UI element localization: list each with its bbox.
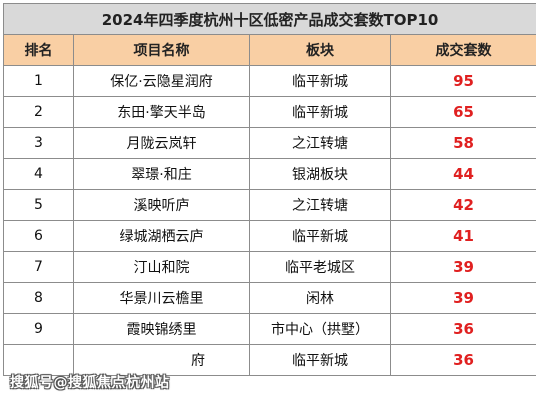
cell-block: 之江转塘 [249, 127, 391, 159]
cell-project-name: 月陇云岚轩 [73, 127, 250, 159]
cell-project-name: 霞映锦绣里 [73, 313, 250, 345]
table-row: 1 保亿·云隐星润府 临平新城 95 [3, 65, 536, 97]
cell-deal-count: 58 [389, 127, 536, 159]
cell-project-name: 翠璟·和庄 [73, 158, 250, 190]
cell-deal-count: 36 [389, 344, 536, 376]
table-row: 7 汀山和院 临平老城区 39 [3, 251, 536, 283]
cell-rank [3, 344, 74, 376]
cell-project-name: 绿城湖栖云庐 [73, 220, 250, 252]
table-row: 府 临平新城 36 [3, 344, 536, 376]
cell-project-name: 保亿·云隐星润府 [73, 65, 250, 97]
table-title-row: 2024年四季度杭州十区低密产品成交套数TOP10 [3, 3, 536, 35]
cell-block: 银湖板块 [249, 158, 391, 190]
cell-project-name: 华景川云檐里 [73, 282, 250, 314]
cell-deal-count: 65 [389, 96, 536, 128]
cell-deal-count: 39 [389, 251, 536, 283]
watermark-text: 搜狐号@搜狐焦点杭州站 [10, 375, 170, 391]
cell-block: 临平新城 [249, 344, 391, 376]
cell-rank: 8 [3, 282, 74, 314]
cell-block: 临平新城 [249, 220, 391, 252]
table-row: 9 霞映锦绣里 市中心（拱墅） 36 [3, 313, 536, 345]
cell-deal-count: 36 [389, 313, 536, 345]
cell-block: 临平新城 [249, 96, 391, 128]
cell-rank: 6 [3, 220, 74, 252]
cell-deal-count: 44 [389, 158, 536, 190]
table-row: 8 华景川云檐里 闲林 39 [3, 282, 536, 314]
header-deal-count: 成交套数 [389, 34, 536, 66]
cell-rank: 4 [3, 158, 74, 190]
cell-project-name: 汀山和院 [73, 251, 250, 283]
table-row: 4 翠璟·和庄 银湖板块 44 [3, 158, 536, 190]
header-project-name: 项目名称 [73, 34, 250, 66]
cell-block: 闲林 [249, 282, 391, 314]
cell-block: 市中心（拱墅） [249, 313, 391, 345]
cell-deal-count: 41 [389, 220, 536, 252]
table-row: 5 溪映听庐 之江转塘 42 [3, 189, 536, 221]
cell-project-name: 府 [73, 344, 250, 376]
cell-rank: 7 [3, 251, 74, 283]
cell-rank: 1 [3, 65, 74, 97]
cell-project-name: 东田·擎天半岛 [73, 96, 250, 128]
cell-rank: 5 [3, 189, 74, 221]
cell-block: 之江转塘 [249, 189, 391, 221]
cell-rank: 3 [3, 127, 74, 159]
cell-deal-count: 95 [389, 65, 536, 97]
cell-rank: 9 [3, 313, 74, 345]
cell-deal-count: 42 [389, 189, 536, 221]
header-block: 板块 [249, 34, 391, 66]
cell-block: 临平新城 [249, 65, 391, 97]
cell-project-name: 溪映听庐 [73, 189, 250, 221]
table-row: 3 月陇云岚轩 之江转塘 58 [3, 127, 536, 159]
cell-deal-count: 39 [389, 282, 536, 314]
cell-rank: 2 [3, 96, 74, 128]
ranking-table-frame: 2024年四季度杭州十区低密产品成交套数TOP10 排名 项目名称 板块 成交套… [3, 3, 536, 397]
table-header-row: 排名 项目名称 板块 成交套数 [3, 34, 536, 66]
table-title: 2024年四季度杭州十区低密产品成交套数TOP10 [3, 3, 536, 35]
header-rank: 排名 [3, 34, 74, 66]
table-row: 6 绿城湖栖云庐 临平新城 41 [3, 220, 536, 252]
table-row: 2 东田·擎天半岛 临平新城 65 [3, 96, 536, 128]
ranking-table: 2024年四季度杭州十区低密产品成交套数TOP10 排名 项目名称 板块 成交套… [3, 3, 536, 376]
cell-block: 临平老城区 [249, 251, 391, 283]
